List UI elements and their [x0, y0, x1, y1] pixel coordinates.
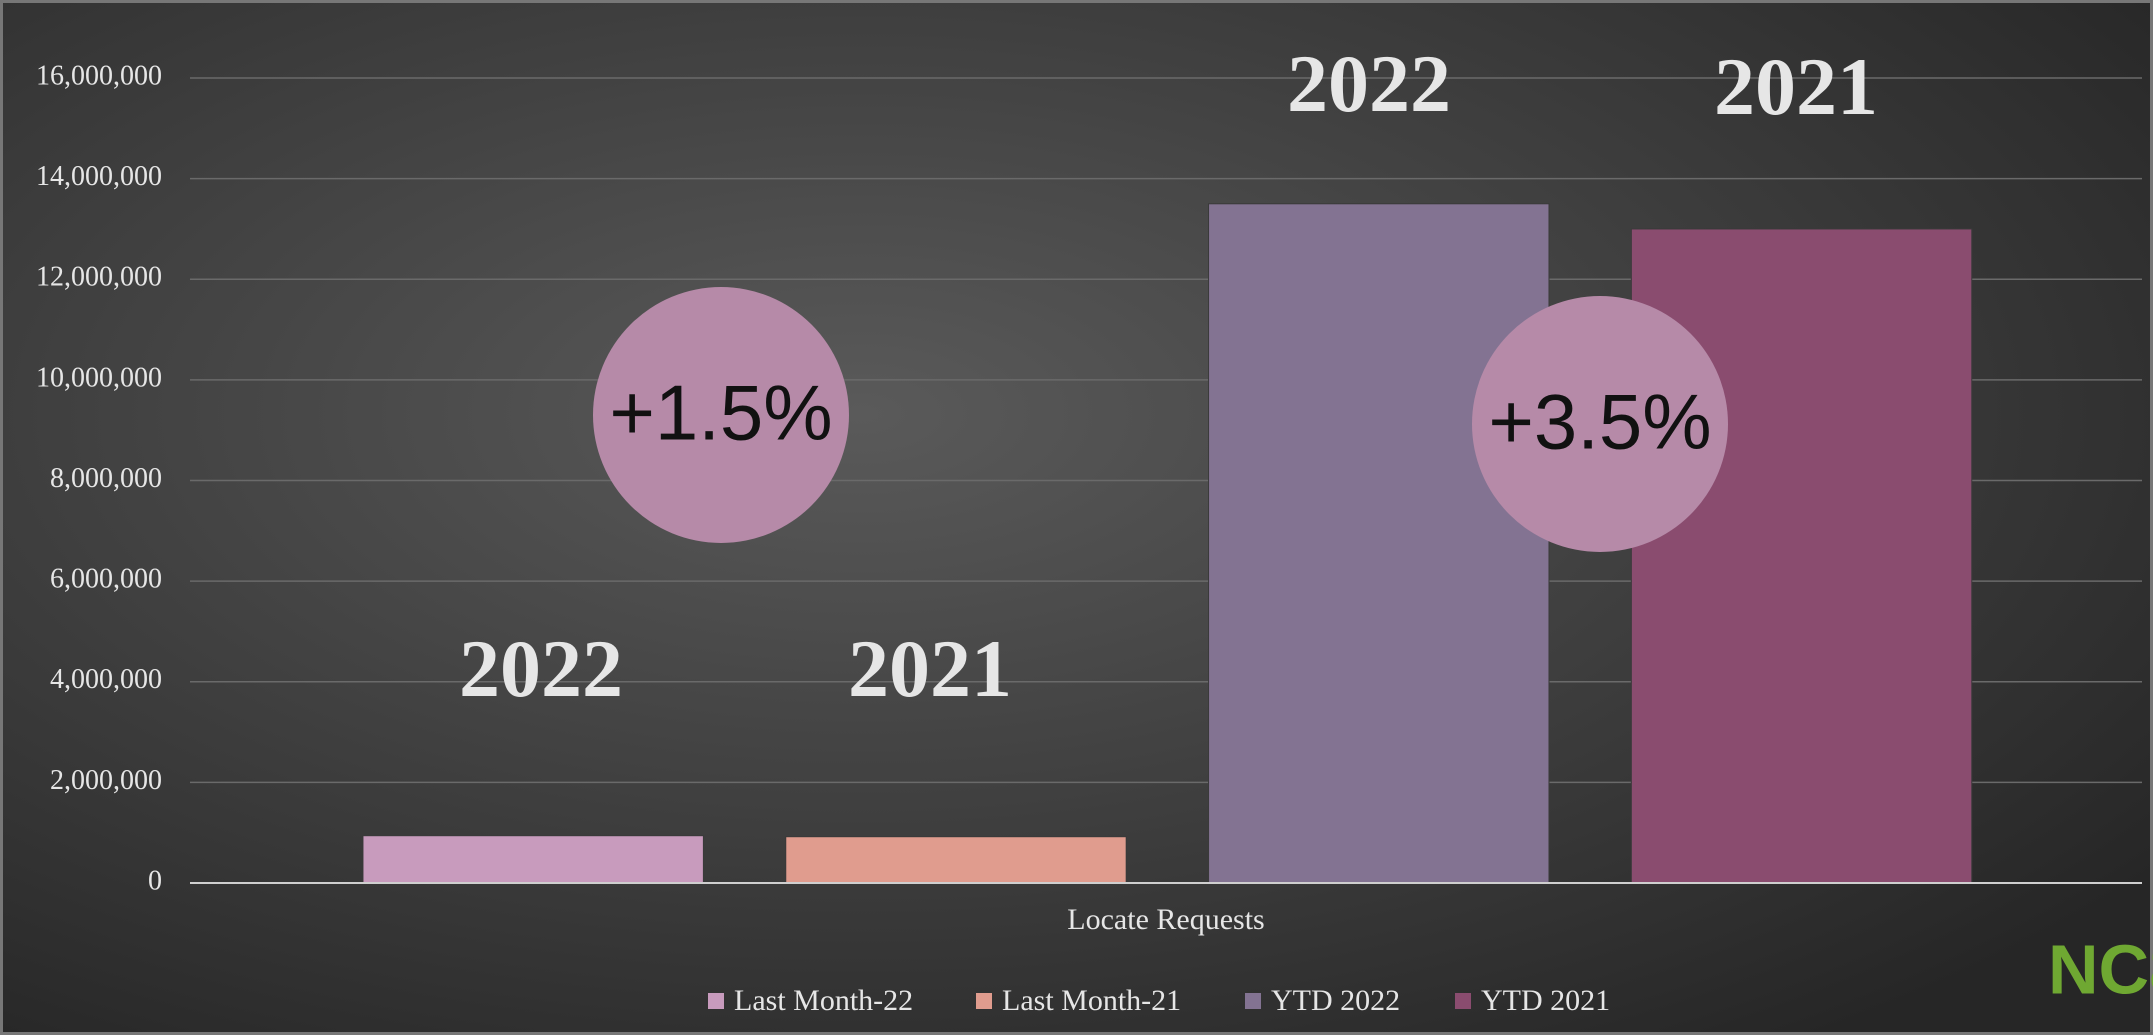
x-tick-label: Locate Requests: [1067, 903, 1264, 936]
legend-swatch: [1455, 993, 1471, 1009]
bar-annotation: 2021: [848, 623, 1012, 714]
y-tick-label: 10,000,000: [36, 362, 162, 393]
bar-annotation: 2021: [1714, 41, 1878, 132]
legend-swatch: [976, 993, 992, 1009]
change-label: +3.5%: [1488, 378, 1711, 466]
y-tick-label: 2,000,000: [50, 765, 162, 796]
change-badge: [1472, 296, 1728, 552]
bar-annotation: 2022: [1287, 38, 1451, 129]
y-tick-label: 6,000,000: [50, 564, 162, 595]
legend-label: YTD 2021: [1481, 984, 1610, 1017]
y-tick-label: 16,000,000: [36, 60, 162, 91]
bar: [785, 836, 1127, 884]
y-tick-label: 12,000,000: [36, 262, 162, 293]
legend-label: YTD 2022: [1271, 984, 1400, 1017]
legend-swatch: [1245, 993, 1261, 1009]
change-label: +1.5%: [609, 369, 832, 457]
legend-label: Last Month-22: [734, 984, 913, 1017]
y-tick-label: 4,000,000: [50, 664, 162, 695]
change-badge: [593, 287, 849, 543]
legend-label: Last Month-21: [1002, 984, 1181, 1017]
bar: [362, 835, 704, 884]
logo: NC8: [2048, 930, 2153, 1008]
legend-swatch: [708, 993, 724, 1009]
bar: [1208, 203, 1550, 884]
y-tick-label: 14,000,000: [36, 161, 162, 192]
y-tick-label: 8,000,000: [50, 463, 162, 494]
bar-annotation: 2022: [459, 623, 623, 714]
y-tick-label: 0: [148, 865, 162, 896]
